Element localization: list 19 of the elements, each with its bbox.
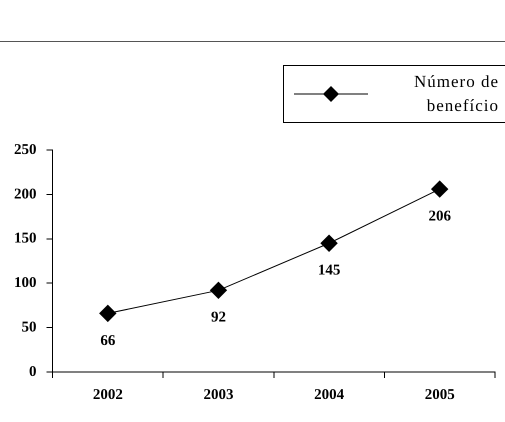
x-tick-label: 2005 bbox=[424, 386, 455, 403]
y-tick-label: 100 bbox=[14, 275, 36, 292]
y-tick-label: 250 bbox=[14, 142, 36, 158]
point bbox=[210, 282, 227, 299]
x-tick-label: 2002 bbox=[92, 386, 123, 403]
y-tick-label: 150 bbox=[14, 230, 36, 247]
y-tick-label: 50 bbox=[22, 319, 36, 336]
data-label: 145 bbox=[318, 262, 340, 279]
point bbox=[320, 234, 338, 252]
data-label: 206 bbox=[428, 208, 452, 224]
data-label: 66 bbox=[100, 332, 116, 349]
y-tick-label: 200 bbox=[14, 186, 36, 202]
point bbox=[99, 304, 116, 322]
data-label: 92 bbox=[210, 310, 226, 326]
text: Número de benefício bbox=[412, 71, 500, 117]
point bbox=[431, 180, 448, 198]
x-tick-label: 2003 bbox=[203, 386, 234, 403]
x-tick-label: 2004 bbox=[314, 386, 345, 403]
y-tick-label: 0 bbox=[29, 364, 36, 380]
